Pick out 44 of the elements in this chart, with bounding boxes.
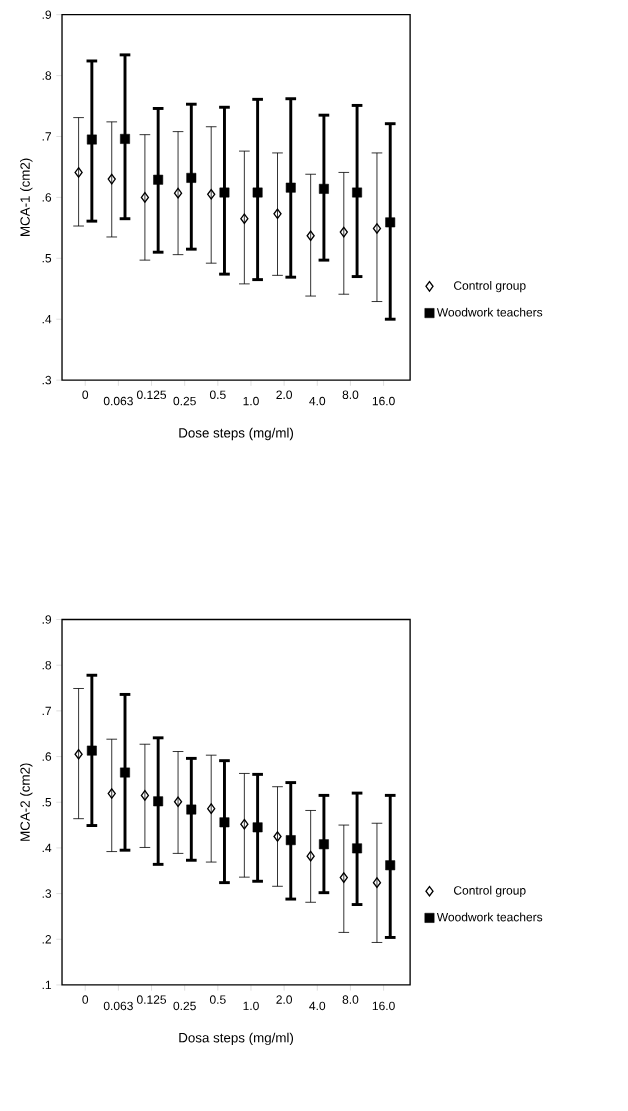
y-tick-label: .9	[42, 10, 51, 19]
y-tick-label: .6	[42, 752, 52, 761]
x-tick-label: 0.063	[103, 396, 133, 406]
y-tick-label: .4	[42, 843, 52, 853]
legend-label: Woodwork teachers	[436, 912, 543, 922]
x-axis-title: Dosa steps (mg/ml)	[179, 1032, 293, 1046]
x-tick-label: 0.5	[209, 390, 226, 400]
y-tick-label: .3	[42, 889, 52, 898]
x-tick-label: 2.0	[276, 995, 292, 1004]
y-tick-label: .2	[42, 935, 51, 944]
y-tick-label: .5	[42, 254, 52, 263]
y-tick-label: .7	[42, 706, 51, 715]
x-tick-label: 0.25	[173, 396, 196, 406]
x-tick-label: 0.5	[209, 995, 226, 1004]
y-tick-label: .8	[42, 660, 52, 670]
x-tick-label: 2.0	[276, 390, 292, 400]
x-tick-label: 8.0	[342, 995, 359, 1004]
x-tick-label: 4.0	[309, 1001, 326, 1011]
y-tick-label: .5	[42, 798, 52, 807]
x-tick-label: 0.063	[103, 1001, 133, 1011]
y-tick-label: .3	[42, 375, 52, 385]
y-tick-label: .6	[42, 193, 52, 202]
x-tick-label: 4.0	[309, 396, 326, 406]
x-tick-label: 0.25	[173, 1001, 196, 1011]
x-tick-label: 0.125	[136, 995, 166, 1004]
legend-label: Control group	[453, 885, 526, 898]
y-tick-label: .7	[42, 132, 51, 141]
y-axis-title: MCA-1 (cm2)	[19, 158, 33, 236]
x-tick-label: 1.0	[243, 1001, 259, 1011]
x-axis-title: Dose steps (mg/ml)	[179, 427, 293, 441]
legend-label: Control group	[453, 281, 526, 293]
x-tick-label: 16.0	[372, 396, 395, 406]
x-tick-label: 16.0	[372, 1001, 395, 1011]
x-tick-label: 8.0	[342, 390, 359, 400]
y-tick-label: .4	[42, 315, 52, 324]
legend-label: Woodwork teachers	[436, 307, 543, 317]
y-tick-label: .1	[42, 980, 51, 990]
y-axis-title: MCA-2 (cm2)	[19, 763, 33, 841]
x-tick-label: 0	[82, 995, 89, 1004]
y-tick-label: .8	[42, 71, 52, 80]
y-tick-label: .9	[42, 615, 51, 624]
x-tick-label: 0	[82, 390, 89, 400]
x-tick-label: 0.125	[136, 390, 166, 400]
x-tick-label: 1.0	[243, 396, 259, 406]
